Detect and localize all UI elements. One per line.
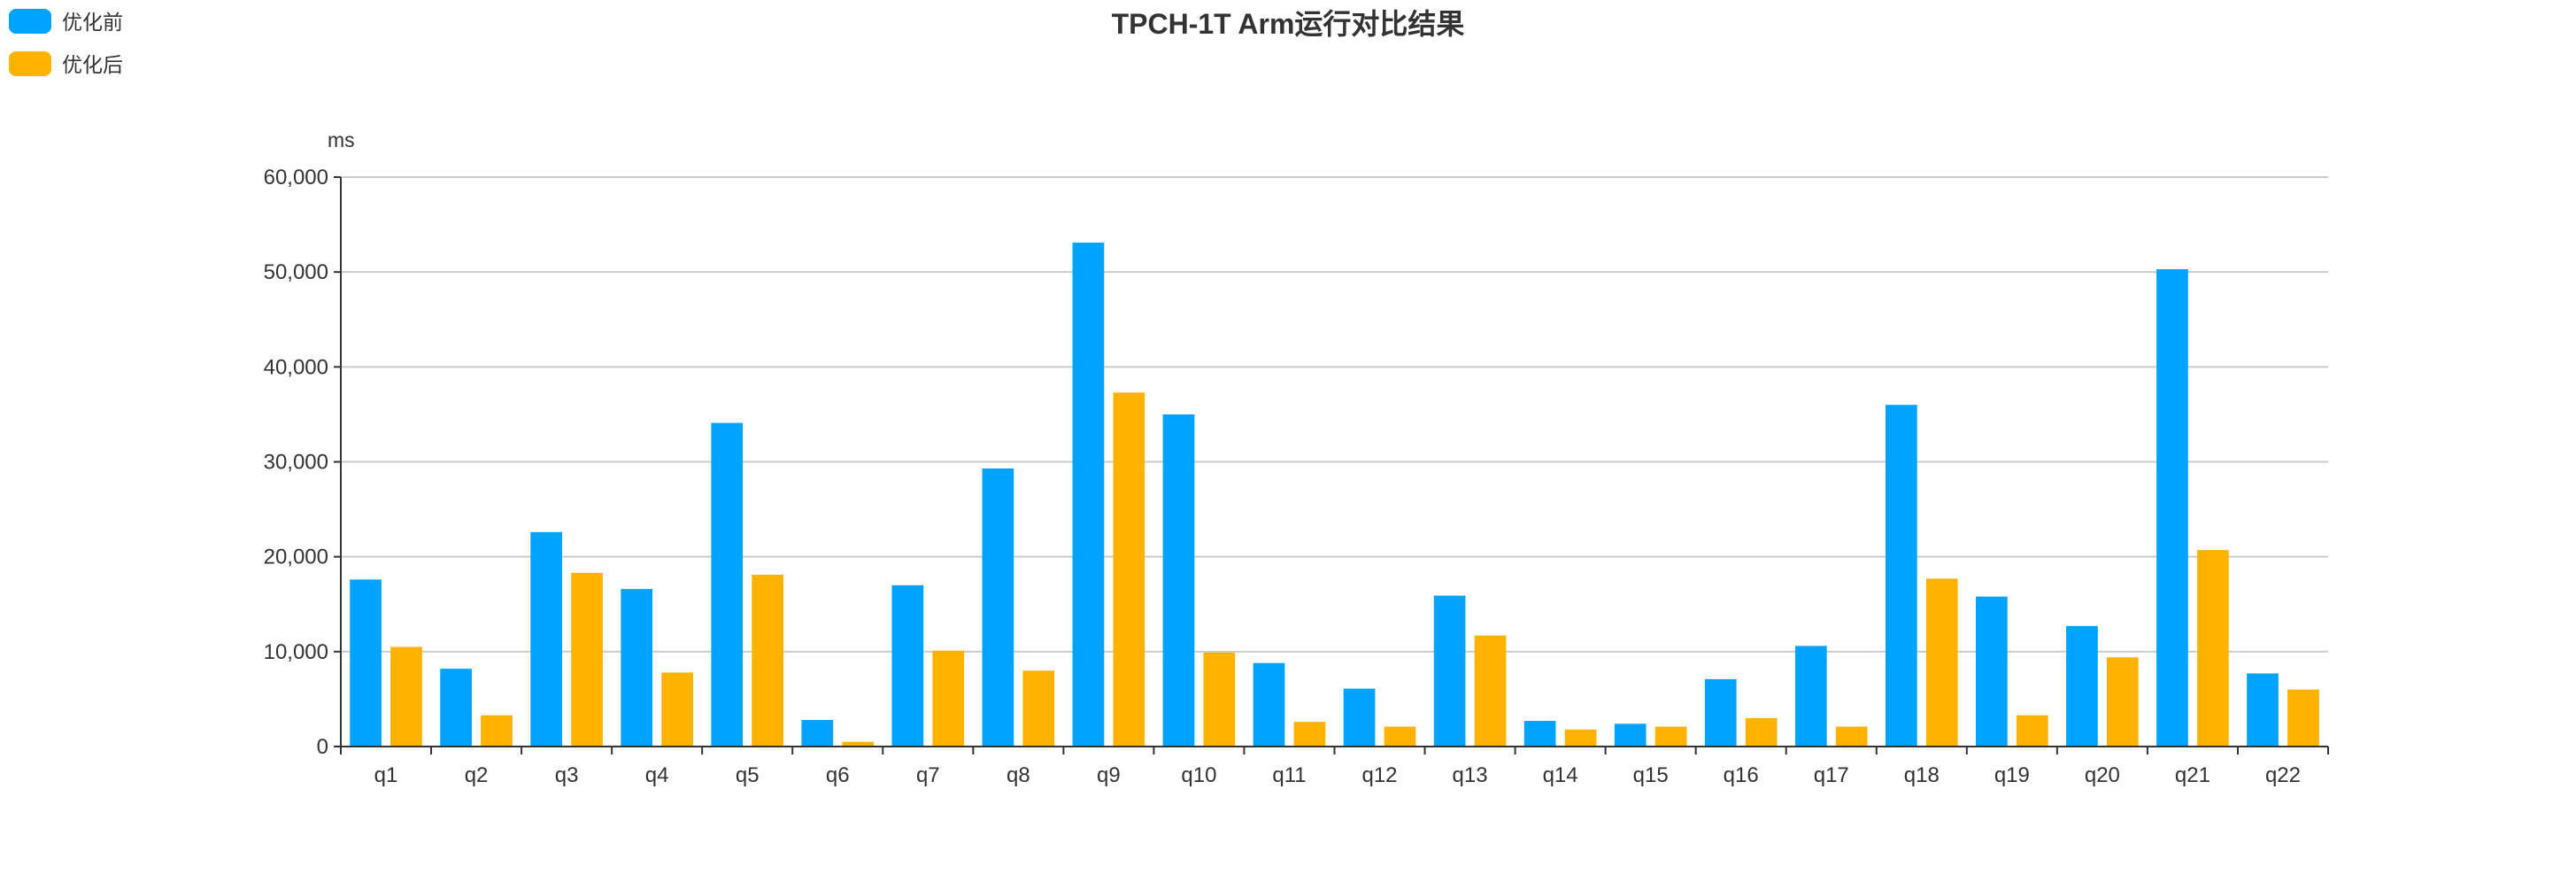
bar-q4-series-2[interactable] <box>661 672 693 747</box>
x-tick-label: q16 <box>1724 763 1759 787</box>
bar-q13-series-2[interactable] <box>1474 635 1507 747</box>
bar-q14-series-1[interactable] <box>1523 721 1556 747</box>
bar-q2-series-1[interactable] <box>440 669 472 747</box>
bar-q18-series-2[interactable] <box>1925 578 1958 747</box>
y-tick-label: 20,000 <box>264 546 328 569</box>
grid-lines <box>341 176 2328 653</box>
bar-q11-series-1[interactable] <box>1253 662 1285 747</box>
y-tick-label: 0 <box>317 735 328 759</box>
y-tick-label: 30,000 <box>264 451 328 475</box>
x-tick-label: q12 <box>1361 763 1397 787</box>
bar-q21-series-2[interactable] <box>2197 550 2229 747</box>
x-tick-label: q20 <box>2085 763 2120 787</box>
bar-q6-series-2[interactable] <box>842 741 875 747</box>
legend-label[interactable]: 优化前 <box>62 11 123 34</box>
bar-q3-series-1[interactable] <box>530 531 563 747</box>
chart-title: TPCH-1T Arm运行对比结果 <box>1112 8 1465 40</box>
x-tick-label: q19 <box>1994 763 2030 787</box>
x-tick-label: q2 <box>465 763 489 787</box>
bar-q8-series-1[interactable] <box>982 468 1014 747</box>
legend-swatch[interactable] <box>9 9 51 34</box>
bars <box>350 242 2319 747</box>
y-axis-unit-label: ms <box>328 128 355 151</box>
x-tick-label: q13 <box>1453 763 1488 787</box>
x-tick-label: q14 <box>1543 763 1578 787</box>
bar-q12-series-1[interactable] <box>1343 688 1376 747</box>
x-tick-label: q7 <box>916 763 940 787</box>
bar-q15-series-1[interactable] <box>1614 724 1647 747</box>
bar-q22-series-1[interactable] <box>2247 673 2279 747</box>
x-tick-label: q6 <box>826 763 850 787</box>
bar-q21-series-1[interactable] <box>2156 268 2188 747</box>
x-tick-label: q9 <box>1097 763 1121 787</box>
x-tick-label: q3 <box>555 763 579 787</box>
x-tick-label: q17 <box>1814 763 1849 787</box>
bar-q8-series-2[interactable] <box>1022 670 1055 747</box>
bar-q5-series-2[interactable] <box>752 575 784 747</box>
x-tick-label: q21 <box>2175 763 2210 787</box>
axes: 0 10,000 20,000 30,000 40,000 50,000 60,000 q1 q… <box>264 166 2329 787</box>
x-tick-label: q18 <box>1904 763 1940 787</box>
y-tick-label: 10,000 <box>264 640 328 664</box>
bar-q20-series-2[interactable] <box>2106 657 2139 747</box>
bar-q18-series-1[interactable] <box>1885 405 1917 747</box>
x-tick-label: q4 <box>645 763 669 787</box>
bar-q17-series-2[interactable] <box>1835 726 1868 747</box>
bar-q11-series-2[interactable] <box>1293 722 1326 747</box>
bar-q10-series-1[interactable] <box>1162 414 1195 747</box>
bar-q12-series-2[interactable] <box>1384 726 1416 747</box>
y-tick-label: 40,000 <box>264 355 328 379</box>
bar-q1-series-1[interactable] <box>350 579 382 747</box>
bar-q14-series-2[interactable] <box>1564 729 1597 747</box>
x-tick-label: q22 <box>2265 763 2301 787</box>
x-tick-label: q15 <box>1633 763 1669 787</box>
y-tick-label: 60,000 <box>264 166 328 190</box>
bar-q17-series-1[interactable] <box>1794 646 1827 747</box>
bar-q19-series-2[interactable] <box>2016 715 2048 747</box>
bar-q2-series-2[interactable] <box>481 715 513 747</box>
bar-q5-series-1[interactable] <box>711 422 744 747</box>
x-tick-label: q10 <box>1181 763 1216 787</box>
bar-q19-series-1[interactable] <box>1976 596 2008 747</box>
x-tick-label: q8 <box>1006 763 1030 787</box>
bar-q15-series-2[interactable] <box>1654 726 1687 747</box>
x-tick-label: q5 <box>736 763 760 787</box>
bar-q20-series-1[interactable] <box>2066 625 2098 747</box>
bar-q16-series-1[interactable] <box>1704 678 1737 747</box>
x-tick-label: q1 <box>374 763 398 787</box>
y-tick-label: 50,000 <box>264 260 328 284</box>
legend-label[interactable]: 优化后 <box>62 53 123 76</box>
bar-q6-series-1[interactable] <box>801 719 834 747</box>
bar-q22-series-2[interactable] <box>2287 689 2319 747</box>
bar-q3-series-2[interactable] <box>571 572 603 747</box>
bar-q7-series-2[interactable] <box>932 650 965 747</box>
bar-q1-series-2[interactable] <box>390 646 422 747</box>
bar-q9-series-2[interactable] <box>1113 392 1145 747</box>
bar-q9-series-1[interactable] <box>1072 242 1105 747</box>
bar-q10-series-2[interactable] <box>1203 652 1236 747</box>
bar-q16-series-2[interactable] <box>1745 717 1778 747</box>
bar-q7-series-1[interactable] <box>891 584 924 747</box>
x-tick-label: q11 <box>1272 763 1306 787</box>
bar-q4-series-1[interactable] <box>621 589 653 747</box>
bar-q13-series-1[interactable] <box>1433 595 1466 747</box>
legend-swatch[interactable] <box>9 51 51 76</box>
